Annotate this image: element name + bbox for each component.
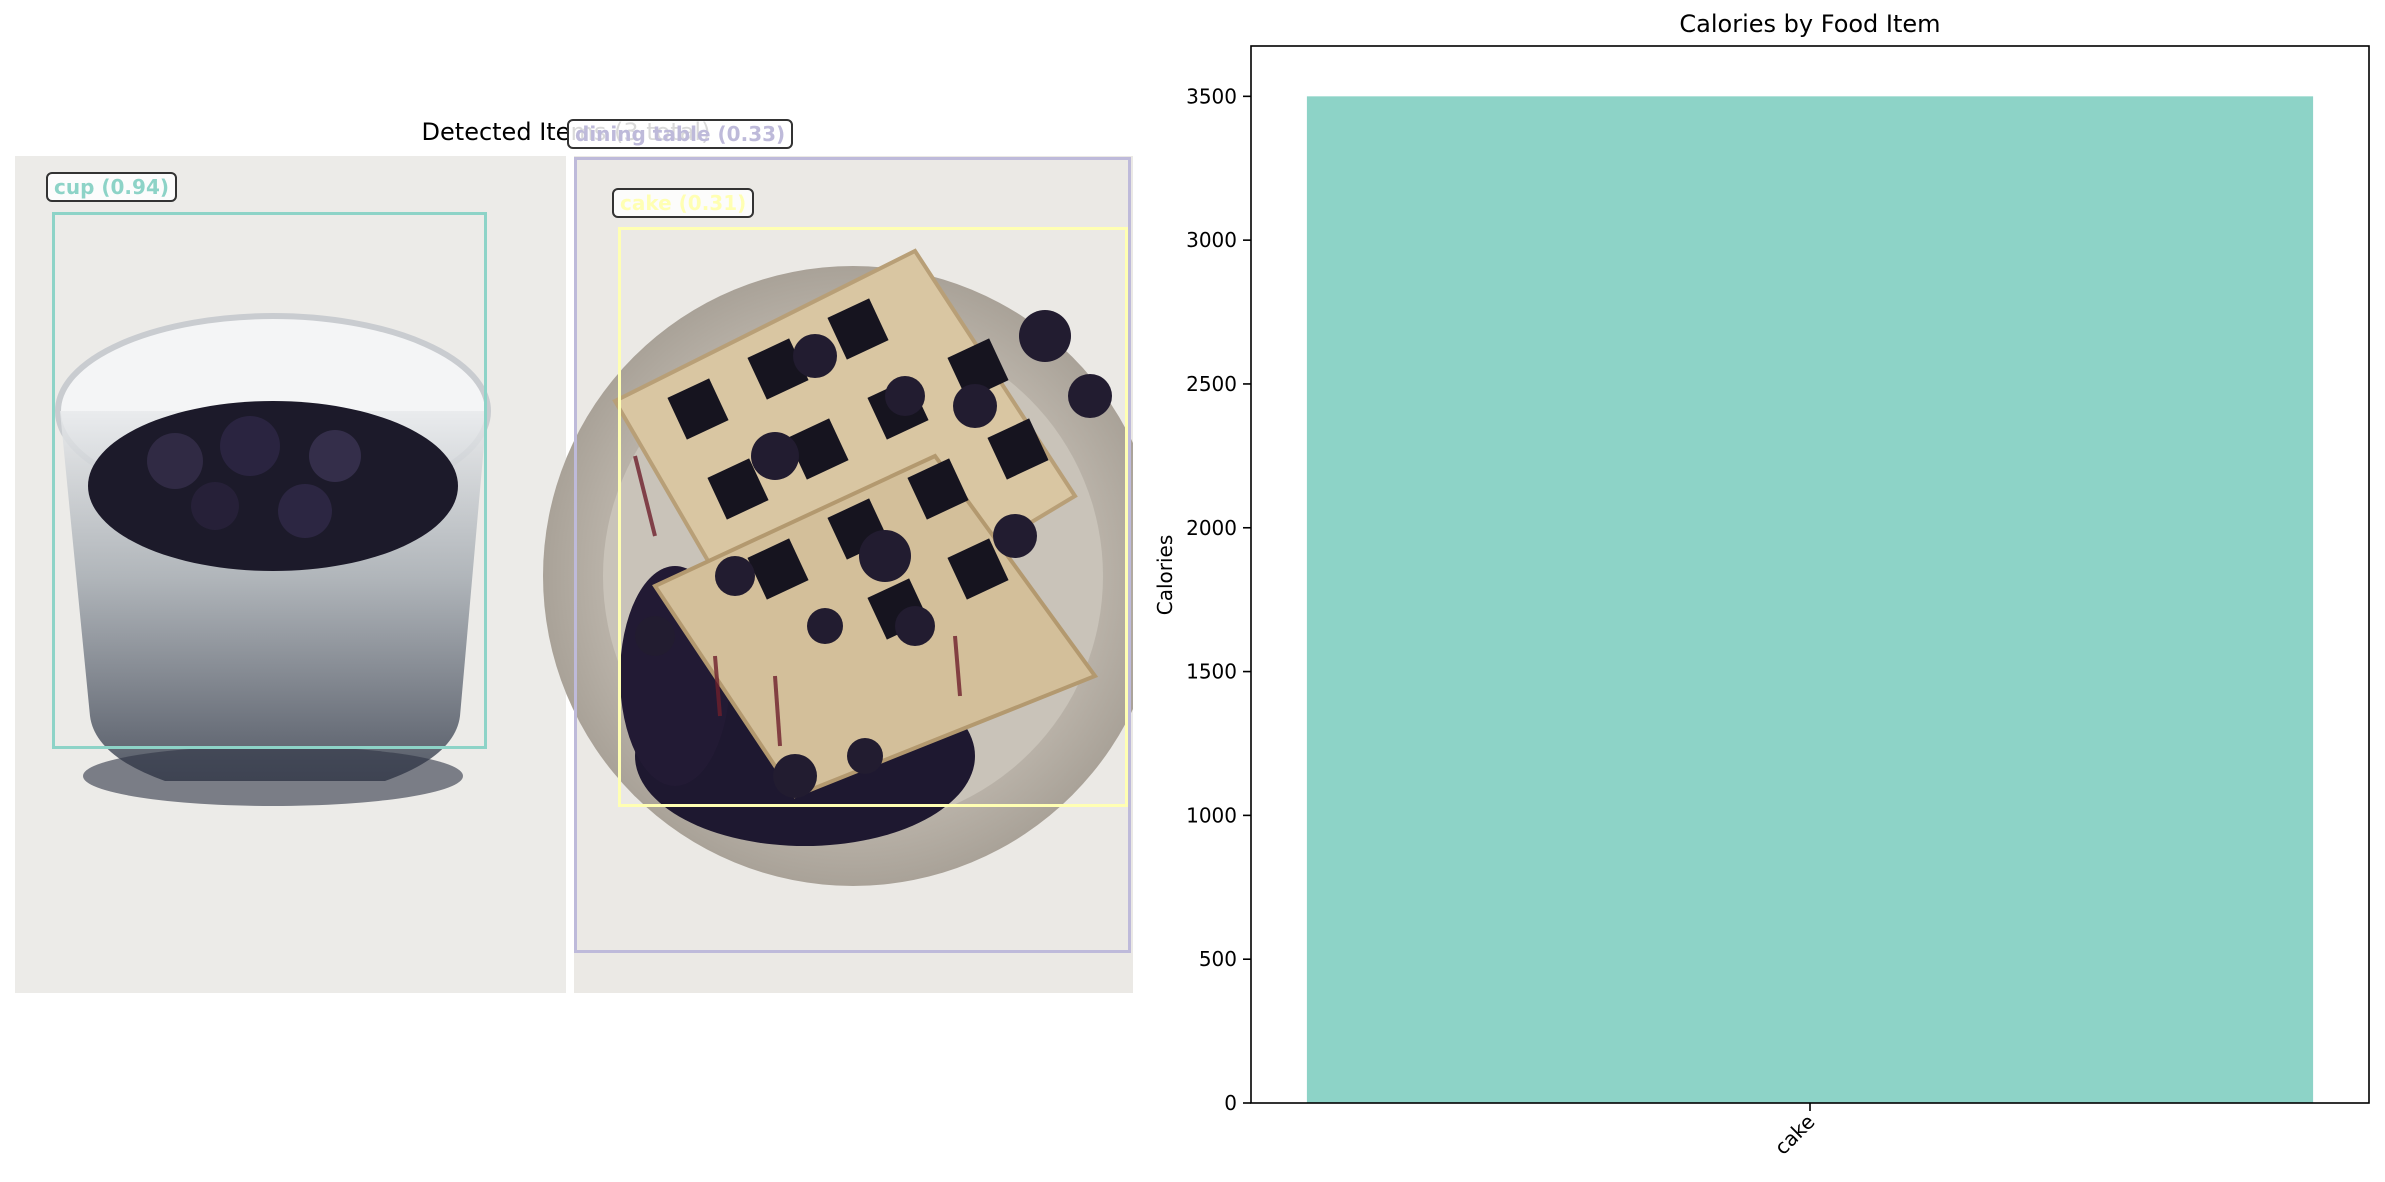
cake-detection-label: cake (0.31) — [612, 188, 755, 218]
y-axis-label: Calories — [1153, 535, 1177, 616]
y-tick-label: 0 — [1224, 1091, 1237, 1115]
y-tick-label: 2500 — [1186, 372, 1237, 396]
dining-table-bounding-box — [574, 157, 1131, 953]
y-tick-label: 1000 — [1186, 803, 1237, 827]
y-tick-label: 3500 — [1186, 84, 1237, 108]
food-photo — [15, 156, 1133, 993]
chart-title: Calories by Food Item — [1679, 10, 1941, 38]
y-tick-label: 2000 — [1186, 516, 1237, 540]
plot-frame — [1250, 45, 2370, 1104]
y-tick-label: 500 — [1199, 947, 1237, 971]
cake-bounding-box — [618, 227, 1128, 807]
cup-detection-label: cup (0.94) — [46, 172, 177, 202]
cup-bounding-box — [52, 212, 487, 749]
y-tick-label: 3000 — [1186, 228, 1237, 252]
bar-cake — [1306, 96, 2314, 1104]
x-tick-label: cake — [1770, 1110, 1820, 1160]
y-tick-label: 1500 — [1186, 660, 1237, 684]
dining-table-detection-label: dining table (0.33) — [567, 119, 794, 149]
